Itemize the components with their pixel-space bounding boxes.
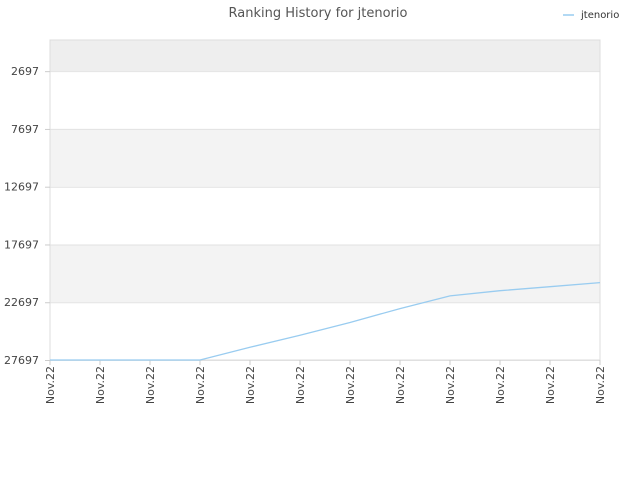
plot-frame <box>49 39 601 361</box>
y-tick-label: 12697 <box>4 181 39 194</box>
x-axis: Nov.22 Nov.22 Nov.22 Nov.22 Nov.22 Nov.22 Nov.… <box>44 360 607 404</box>
plot-band <box>50 244 600 303</box>
x-tick-label: Nov.22 <box>244 366 257 404</box>
plot-band <box>50 71 600 129</box>
x-tick-label: Nov.22 <box>344 366 357 404</box>
x-tick-label: Nov.22 <box>494 366 507 404</box>
x-tick-label: Nov.22 <box>144 366 157 404</box>
x-tick-label: Nov.22 <box>44 366 57 404</box>
plot-band <box>50 186 600 245</box>
plot-band <box>50 128 600 187</box>
x-tick-label: Nov.22 <box>194 366 207 404</box>
x-tick-label: Nov.22 <box>394 366 407 404</box>
x-tick-label: Nov.22 <box>94 366 107 404</box>
plot-bands <box>50 40 600 360</box>
chart-title: Ranking History for jtenorio <box>229 6 408 21</box>
y-tick-label: 27697 <box>4 354 39 367</box>
x-tick-label: Nov.22 <box>544 366 557 404</box>
y-tick-label: 22697 <box>4 296 39 309</box>
legend-label: jtenorio <box>580 10 619 21</box>
series-line <box>50 281 601 361</box>
legend: jtenorio <box>563 10 619 21</box>
y-tick-label: 17697 <box>4 238 39 251</box>
x-tick-label: Nov.22 <box>444 366 457 404</box>
series-group <box>50 281 601 361</box>
plot-band <box>50 302 600 360</box>
x-tick-label: Nov.22 <box>594 366 607 404</box>
x-tick-label: Nov.22 <box>294 366 307 404</box>
plot-band <box>50 40 600 72</box>
y-tick-label: 7697 <box>11 123 39 136</box>
y-tick-label: 2697 <box>11 65 39 78</box>
y-axis: 2697 7697 12697 17697 22697 27697 <box>4 65 50 367</box>
